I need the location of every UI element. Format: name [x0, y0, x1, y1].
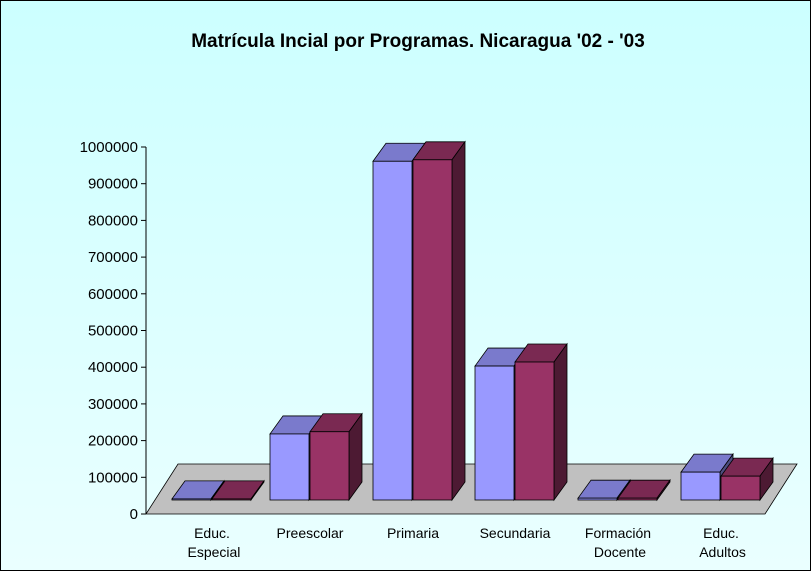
bar-side — [553, 342, 568, 502]
bar — [617, 497, 658, 501]
x-tick-label: Secundaria — [480, 525, 551, 541]
bar — [474, 365, 515, 501]
x-tick-label: Formación Docente — [585, 525, 651, 560]
bar — [171, 498, 212, 501]
bar — [680, 471, 721, 501]
y-tick-label: 0 — [130, 506, 138, 523]
x-tick-label: Educ. Especial — [184, 525, 241, 560]
y-tick-label: 900000 — [88, 176, 138, 193]
bar — [720, 475, 761, 501]
y-tick-label: 300000 — [88, 396, 138, 413]
chart-title: Matrícula Incial por Programas. Nicaragu… — [191, 31, 645, 52]
y-tick-label: 800000 — [88, 212, 138, 229]
bar — [412, 159, 453, 501]
bar — [577, 497, 618, 501]
bar — [309, 431, 350, 501]
x-tick-label: Preescolar — [277, 525, 344, 541]
y-tick-label: 600000 — [88, 286, 138, 303]
x-tick-label: Primaria — [387, 525, 439, 541]
bar — [211, 498, 252, 501]
y-tick-label: 100000 — [88, 469, 138, 486]
y-tick-label: 400000 — [88, 359, 138, 376]
bar — [269, 433, 310, 501]
bar-side — [451, 140, 466, 502]
bar — [372, 160, 413, 501]
y-tick-label: 700000 — [88, 249, 138, 266]
y-tick-label: 200000 — [88, 433, 138, 450]
bar — [514, 361, 555, 501]
y-tick-label: 1000000 — [80, 139, 138, 156]
y-tick-label: 500000 — [88, 323, 138, 340]
x-tick-label: Educ. Adultos — [696, 525, 746, 560]
